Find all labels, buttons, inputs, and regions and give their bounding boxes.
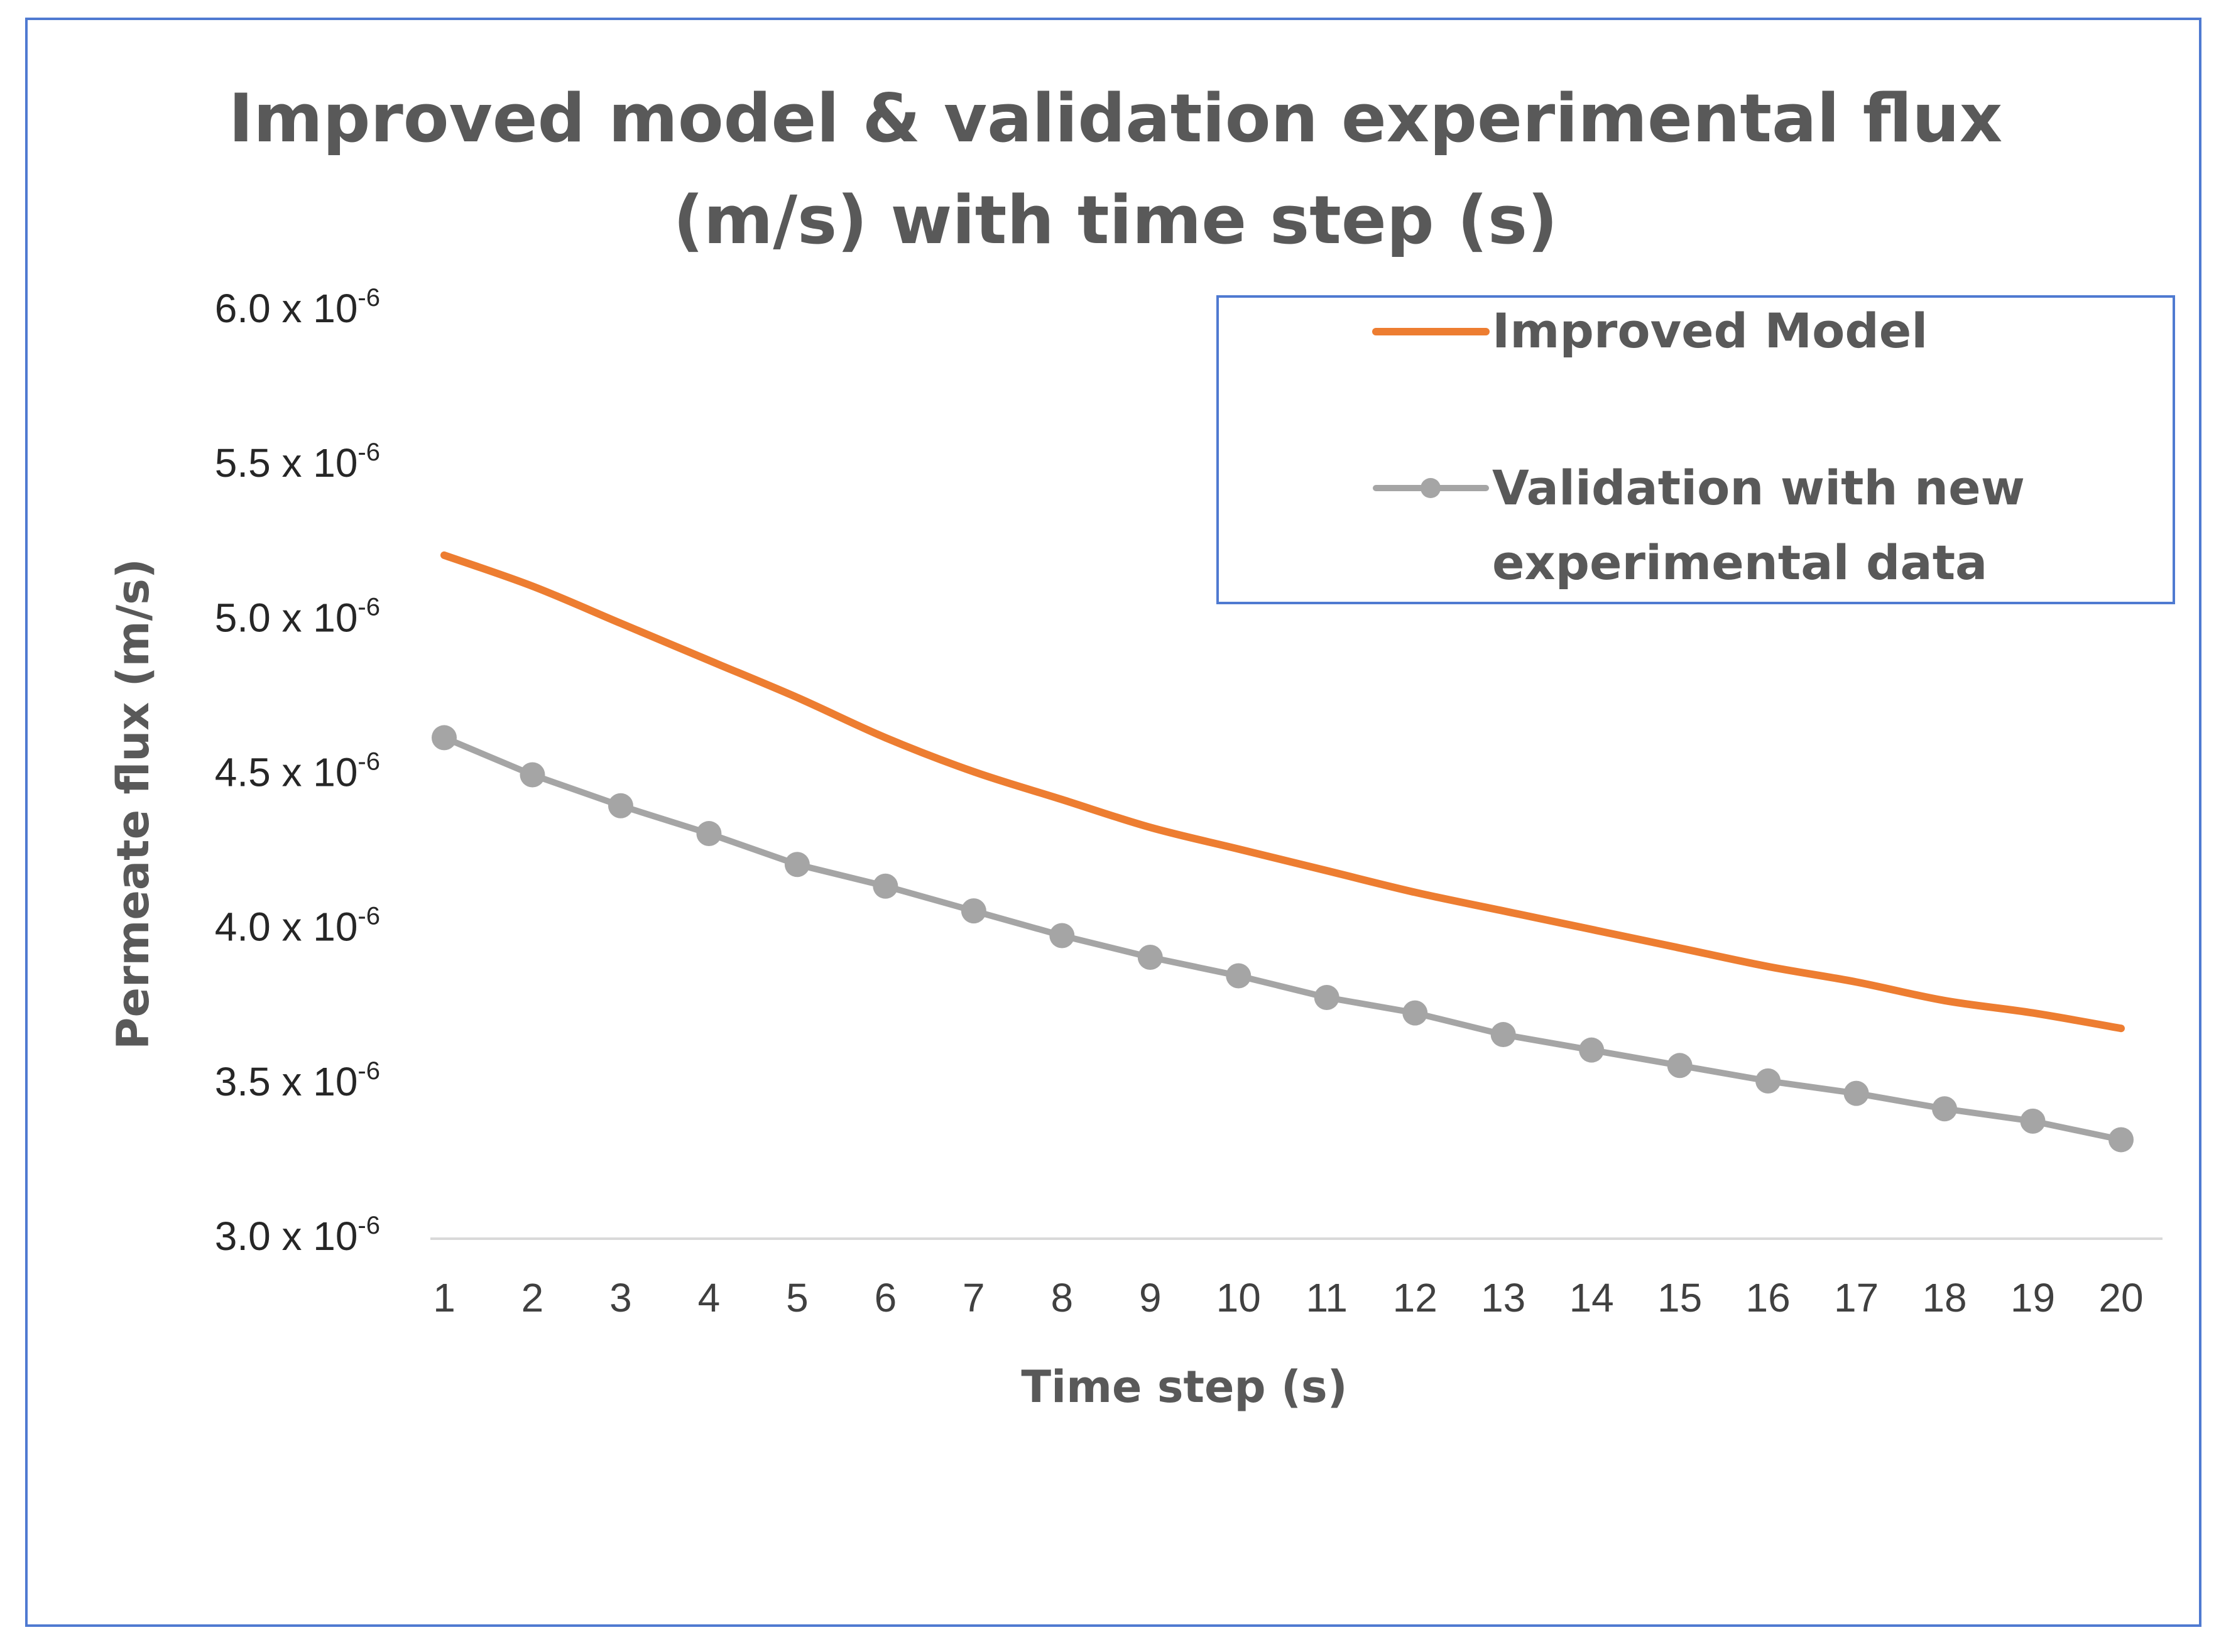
data-point (1402, 1000, 1428, 1026)
series-validation (432, 725, 2134, 1153)
x-tick-label: 5 (786, 1275, 809, 1320)
data-point (961, 898, 986, 924)
x-tick-label: 14 (1569, 1275, 1614, 1320)
x-tick-label: 1 (433, 1275, 455, 1320)
x-axis-title: Time step (s) (1021, 1361, 1347, 1413)
x-tick-label: 17 (1834, 1275, 1879, 1320)
data-point (2020, 1108, 2046, 1134)
x-tick-label: 6 (875, 1275, 897, 1320)
data-point (696, 821, 722, 847)
data-point (2108, 1127, 2134, 1153)
y-tick-label: 6.0 x 10-6 (215, 284, 380, 331)
legend: Improved Model Validation with new exper… (1216, 295, 2175, 604)
x-tick-label: 8 (1051, 1275, 1074, 1320)
series-line (440, 551, 2125, 1033)
x-axis-tick-labels: 1 2 3 4 5 6 7 8 9 10 11 12 13 14 15 16 17 18 19 20 (433, 1275, 2143, 1320)
legend-marker-validation (1421, 478, 1441, 498)
y-tick-label: 5.0 x 10-6 (215, 593, 380, 640)
x-tick-label: 18 (1922, 1275, 1966, 1320)
data-point (1932, 1096, 1958, 1122)
data-point (1226, 963, 1252, 989)
series-line (441, 734, 2124, 1143)
x-tick-label: 4 (698, 1275, 721, 1320)
x-tick-label: 12 (1393, 1275, 1437, 1320)
data-point (1049, 923, 1075, 948)
legend-box (1216, 295, 2175, 604)
y-tick-label: 4.0 x 10-6 (215, 903, 380, 950)
y-axis-tick-labels: 3.0 x 10-6 3.5 x 10-6 4.0 x 10-6 4.5 x 10-6… (215, 284, 380, 1259)
series-improved-model (440, 551, 2125, 1033)
series-layer (432, 551, 2134, 1153)
data-point (1667, 1053, 1693, 1079)
x-tick-label: 10 (1216, 1275, 1261, 1320)
chart-frame (25, 18, 2201, 1627)
y-tick-label: 5.5 x 10-6 (215, 438, 380, 486)
x-tick-label: 2 (521, 1275, 544, 1320)
x-tick-label: 11 (1306, 1275, 1348, 1320)
x-tick-label: 20 (2098, 1275, 2143, 1320)
x-tick-label: 19 (2010, 1275, 2055, 1320)
data-point (520, 762, 545, 788)
legend-label-improved-model: Improved Model (1492, 303, 1928, 359)
data-point (608, 793, 633, 818)
y-tick-label: 3.0 x 10-6 (215, 1212, 380, 1259)
chart-title: Improved model & validation experimental… (0, 68, 2231, 271)
chart-title-line-2: (m/s) with time step (s) (673, 182, 1558, 259)
x-tick-label: 9 (1139, 1275, 1162, 1320)
data-point (1843, 1080, 1869, 1106)
data-point (1579, 1037, 1605, 1063)
data-point (1314, 984, 1339, 1010)
y-axis-title: Permeate flux (m/s) (107, 558, 159, 1050)
y-tick-label: 4.5 x 10-6 (215, 748, 380, 795)
x-tick-label: 7 (963, 1275, 985, 1320)
data-point (873, 873, 898, 899)
legend-label-validation-line-2: experimental data (1492, 535, 1987, 590)
data-point (432, 725, 457, 751)
y-tick-label: 3.5 x 10-6 (215, 1057, 380, 1104)
data-point (1490, 1022, 1516, 1048)
data-point (1137, 944, 1163, 970)
x-tick-label: 13 (1481, 1275, 1525, 1320)
chart-title-line-1: Improved model & validation experimental… (228, 80, 2003, 157)
x-tick-label: 3 (609, 1275, 632, 1320)
x-tick-label: 16 (1746, 1275, 1791, 1320)
legend-label-validation-line-1: Validation with new (1492, 460, 2025, 516)
data-point (784, 852, 810, 878)
data-point (1755, 1068, 1781, 1094)
x-tick-label: 15 (1657, 1275, 1702, 1320)
